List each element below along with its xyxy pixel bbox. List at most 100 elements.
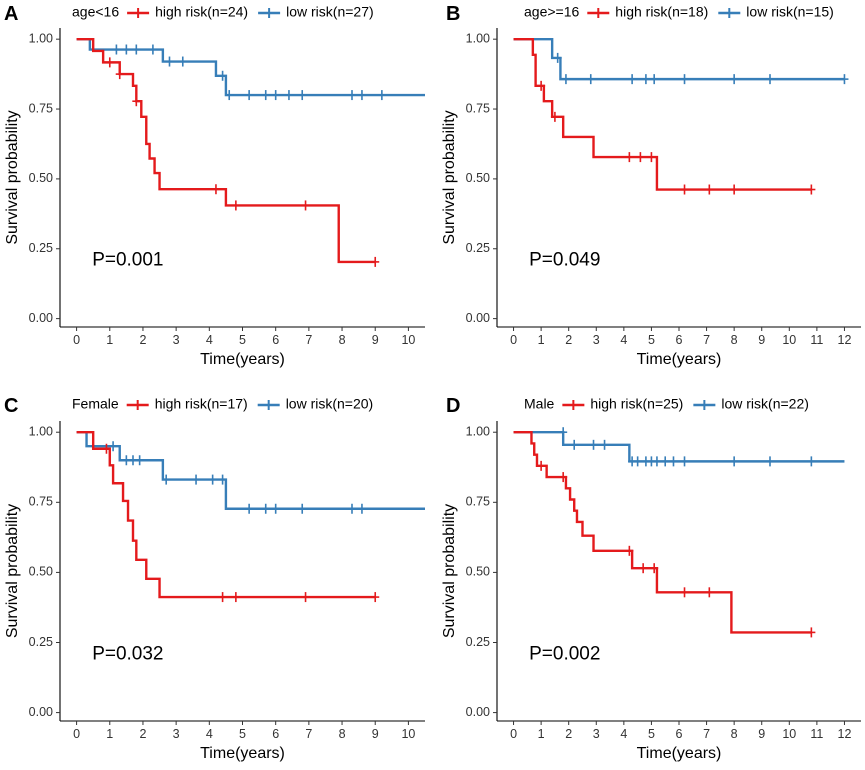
censor-mark [807, 456, 816, 467]
y-tick-label: 0.75 [29, 495, 53, 509]
censor-mark [301, 200, 310, 211]
x-tick-label: 3 [173, 333, 180, 347]
censor-mark [284, 90, 293, 101]
y-tick-label: 0.50 [466, 171, 490, 185]
censor-mark [705, 587, 714, 598]
x-tick-label: 7 [305, 333, 312, 347]
legend-entry-low: low risk(n=20) [286, 396, 374, 412]
censor-mark [589, 439, 598, 450]
x-axis-title: Time(years) [637, 745, 722, 762]
x-tick-label: 9 [758, 333, 765, 347]
legend-key-high [126, 400, 149, 410]
censor-mark [550, 111, 559, 122]
y-tick-label: 0.00 [29, 705, 53, 719]
x-tick-label: 9 [372, 333, 379, 347]
x-axis-title: Time(years) [200, 745, 285, 762]
survival-curve-high [76, 37, 376, 264]
y-tick-label: 0.75 [466, 101, 490, 115]
y-tick-label: 1.00 [29, 31, 53, 45]
censor-mark [132, 96, 141, 107]
x-tick-label: 1 [538, 727, 545, 741]
censor-mark [639, 563, 648, 574]
censor-mark [218, 592, 227, 603]
legend-key-low [257, 400, 280, 410]
censor-mark [840, 74, 849, 85]
censor-mark [705, 184, 714, 195]
censor-mark [570, 439, 579, 450]
survival-curve-low [76, 37, 425, 97]
survival-curve-high [513, 37, 812, 191]
censor-mark [231, 592, 240, 603]
x-tick-label: 5 [239, 727, 246, 741]
censor-mark [122, 44, 131, 55]
censor-mark [807, 627, 816, 638]
censor-mark [680, 456, 689, 467]
x-tick-label: 0 [510, 333, 517, 347]
x-tick-label: 12 [838, 727, 852, 741]
censor-mark [807, 184, 816, 195]
censor-mark [115, 69, 124, 80]
y-tick-label: 0.50 [29, 565, 53, 579]
x-tick-label: 8 [339, 727, 346, 741]
legend-key-high [562, 400, 585, 410]
censor-mark [192, 474, 201, 485]
legend-entry-low: low risk(n=15) [746, 4, 834, 20]
survival-curve-low [76, 431, 425, 510]
legend-title: age<16 [72, 4, 119, 20]
censor-mark [261, 503, 270, 514]
censor-mark [650, 74, 659, 85]
x-tick-label: 10 [782, 727, 796, 741]
legend: age>=16 high risk(n=18) low risk(n=15) [524, 4, 834, 20]
x-tick-label: 3 [593, 727, 600, 741]
censor-mark [357, 90, 366, 101]
censor-mark [680, 74, 689, 85]
censor-mark [371, 256, 380, 267]
survival-curve-low [513, 37, 845, 81]
p-value-annotation: P=0.001 [92, 250, 163, 271]
legend: Male high risk(n=25) low risk(n=22) [524, 396, 809, 412]
legend-entry-high: high risk(n=24) [155, 4, 248, 20]
x-tick-label: 5 [648, 333, 655, 347]
censor-mark [105, 57, 114, 68]
legend-entry-low: low risk(n=27) [286, 4, 374, 20]
censor-mark [231, 200, 240, 211]
censor-mark [650, 563, 659, 574]
panel-label: B [446, 3, 460, 25]
censor-mark [301, 592, 310, 603]
x-tick-label: 2 [565, 727, 572, 741]
legend-entry-high: high risk(n=18) [615, 4, 708, 20]
censor-mark [109, 441, 118, 452]
x-axis-title: Time(years) [637, 351, 722, 368]
y-axis-title: Survival probability [441, 504, 458, 638]
censor-mark [298, 503, 307, 514]
x-tick-label: 11 [810, 333, 823, 347]
y-axis-title: Survival probability [4, 110, 21, 244]
x-tick-label: 0 [510, 727, 517, 741]
panel-label: D [446, 395, 460, 417]
censor-mark [357, 503, 366, 514]
y-tick-label: 0.75 [466, 495, 490, 509]
panel-label: A [4, 3, 18, 25]
legend-entry-high: high risk(n=25) [590, 396, 683, 412]
censor-mark [633, 456, 642, 467]
y-tick-label: 1.00 [466, 425, 490, 439]
censor-mark [600, 439, 609, 450]
x-tick-label: 4 [620, 727, 627, 741]
y-axis-title: Survival probability [4, 504, 21, 638]
y-tick-label: 0.25 [29, 635, 53, 649]
x-tick-label: 6 [676, 333, 683, 347]
legend-key-high [127, 8, 150, 18]
censor-mark [225, 90, 234, 101]
y-tick-label: 1.00 [466, 31, 490, 45]
legend-key-low [718, 8, 741, 18]
x-tick-label: 3 [593, 333, 600, 347]
censor-mark [730, 184, 739, 195]
y-tick-label: 0.00 [29, 311, 53, 325]
censor-mark [218, 474, 227, 485]
censor-mark [245, 503, 254, 514]
y-tick-label: 1.00 [29, 425, 53, 439]
censor-mark [537, 80, 546, 91]
y-tick-label: 0.00 [466, 311, 490, 325]
